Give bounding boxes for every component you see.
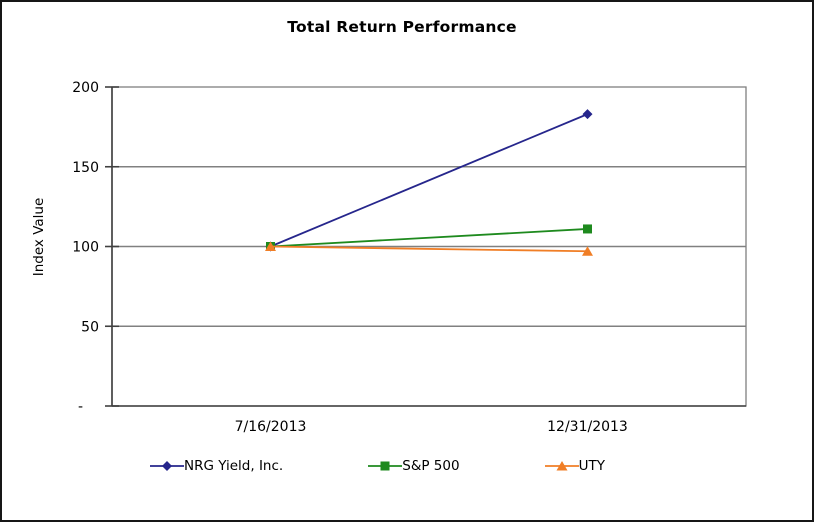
legend-label: S&P 500 — [402, 458, 460, 474]
data-point-marker — [583, 224, 592, 234]
legend-label: NRG Yield, Inc. — [184, 458, 284, 474]
series-line — [270, 113, 588, 248]
data-point-marker — [265, 241, 276, 251]
data-point-marker — [582, 109, 593, 120]
legend-item: S&P 500 — [368, 458, 460, 474]
series-line — [270, 245, 588, 253]
series-line — [270, 228, 588, 248]
y-tick-label: 100 — [72, 240, 99, 256]
data-point-marker — [162, 461, 172, 471]
y-tick-label: 200 — [72, 80, 99, 96]
legend-marker-icon — [150, 461, 184, 471]
legend-marker-icon — [544, 461, 579, 471]
data-point-marker — [556, 461, 568, 471]
x-tick-label: 12/31/2013 — [547, 419, 628, 435]
legend-label: UTY — [578, 458, 605, 474]
legend-item: UTY — [544, 458, 605, 474]
legend-item: NRG Yield, Inc. — [150, 458, 283, 474]
chart-title: Total Return Performance — [287, 18, 517, 36]
data-point-marker — [380, 461, 390, 471]
y-tick-label: - — [78, 399, 83, 415]
y-tick-label: 50 — [81, 319, 99, 335]
legend: NRG Yield, Inc. S&P 500 UTY — [150, 458, 605, 474]
data-point-marker — [582, 246, 593, 256]
x-tick-label: 7/16/2013 — [235, 419, 307, 435]
y-tick-label: 150 — [72, 160, 99, 176]
legend-marker-icon — [368, 461, 403, 471]
